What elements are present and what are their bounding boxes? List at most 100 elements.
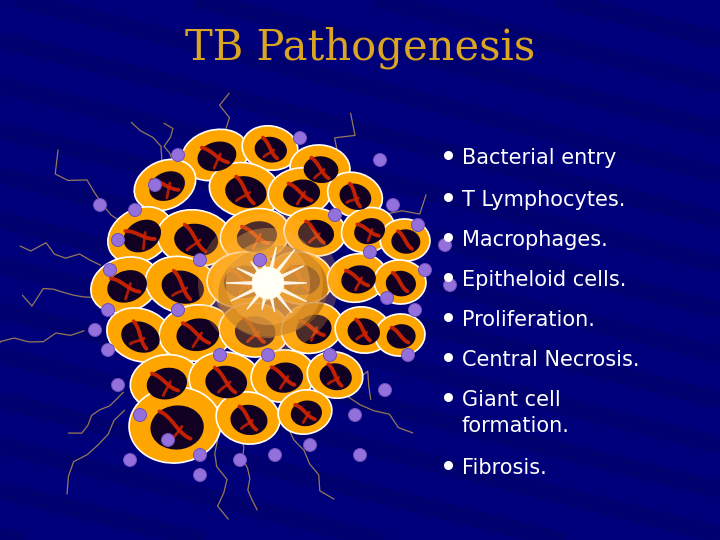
Ellipse shape	[181, 129, 248, 181]
Circle shape	[226, 241, 310, 325]
Polygon shape	[237, 268, 258, 279]
Ellipse shape	[237, 221, 277, 252]
Circle shape	[194, 469, 207, 482]
Ellipse shape	[340, 184, 372, 210]
Ellipse shape	[147, 368, 187, 400]
Ellipse shape	[284, 208, 346, 256]
Circle shape	[438, 239, 451, 252]
Ellipse shape	[268, 168, 332, 216]
Text: Bacterial entry: Bacterial entry	[462, 148, 616, 168]
Ellipse shape	[134, 159, 196, 211]
Circle shape	[214, 348, 227, 361]
Ellipse shape	[130, 355, 199, 409]
Text: Epitheloid cells.: Epitheloid cells.	[462, 270, 626, 290]
Ellipse shape	[380, 219, 430, 261]
Ellipse shape	[157, 210, 233, 266]
Ellipse shape	[296, 315, 331, 344]
Circle shape	[402, 348, 415, 361]
Ellipse shape	[176, 319, 219, 351]
Circle shape	[104, 264, 117, 276]
Ellipse shape	[121, 321, 160, 353]
Text: Giant cell
formation.: Giant cell formation.	[462, 390, 570, 436]
Ellipse shape	[290, 145, 350, 191]
Ellipse shape	[216, 392, 280, 444]
Circle shape	[364, 246, 377, 259]
Text: TB Pathogenesis: TB Pathogenesis	[185, 27, 535, 69]
Ellipse shape	[149, 171, 185, 201]
Circle shape	[94, 199, 107, 212]
Circle shape	[194, 449, 207, 462]
Circle shape	[269, 449, 282, 462]
Circle shape	[171, 148, 184, 161]
Circle shape	[418, 264, 431, 276]
Polygon shape	[269, 294, 274, 312]
Ellipse shape	[335, 307, 391, 353]
Polygon shape	[262, 294, 266, 309]
Circle shape	[161, 434, 174, 447]
Polygon shape	[261, 255, 266, 272]
Ellipse shape	[197, 141, 236, 171]
Polygon shape	[274, 249, 294, 274]
Circle shape	[89, 323, 102, 336]
Ellipse shape	[298, 220, 334, 248]
Ellipse shape	[255, 137, 287, 163]
Circle shape	[124, 454, 137, 467]
Circle shape	[387, 199, 400, 212]
Circle shape	[304, 438, 317, 451]
Circle shape	[252, 267, 284, 299]
Circle shape	[354, 449, 366, 462]
Circle shape	[112, 379, 125, 392]
Polygon shape	[278, 287, 307, 302]
Polygon shape	[226, 281, 256, 285]
Ellipse shape	[124, 220, 161, 252]
Polygon shape	[230, 287, 258, 301]
Circle shape	[253, 253, 266, 267]
Ellipse shape	[375, 314, 425, 356]
Ellipse shape	[291, 401, 322, 426]
Ellipse shape	[387, 324, 415, 349]
Ellipse shape	[307, 352, 363, 398]
Text: Macrophages.: Macrophages.	[462, 230, 608, 250]
Circle shape	[261, 348, 274, 361]
Ellipse shape	[205, 366, 247, 399]
Ellipse shape	[304, 156, 338, 183]
Circle shape	[198, 213, 338, 353]
Ellipse shape	[159, 305, 233, 361]
Ellipse shape	[224, 266, 266, 298]
Ellipse shape	[218, 246, 328, 336]
Circle shape	[444, 279, 456, 292]
Ellipse shape	[219, 303, 289, 357]
Ellipse shape	[267, 252, 333, 304]
Ellipse shape	[283, 179, 320, 207]
Circle shape	[133, 408, 146, 422]
Circle shape	[148, 179, 161, 192]
Polygon shape	[247, 292, 261, 309]
Text: Central Necrosis.: Central Necrosis.	[462, 350, 639, 370]
Ellipse shape	[210, 163, 281, 218]
Circle shape	[213, 228, 323, 338]
Ellipse shape	[107, 270, 147, 302]
Ellipse shape	[327, 254, 387, 302]
Ellipse shape	[145, 256, 218, 314]
Ellipse shape	[189, 352, 261, 408]
Ellipse shape	[341, 265, 376, 294]
Circle shape	[412, 219, 425, 232]
Ellipse shape	[348, 318, 380, 345]
Circle shape	[348, 408, 361, 422]
Ellipse shape	[161, 271, 204, 304]
Ellipse shape	[107, 308, 174, 362]
Ellipse shape	[374, 260, 426, 304]
Circle shape	[408, 303, 421, 316]
Polygon shape	[280, 281, 307, 285]
Polygon shape	[251, 261, 261, 274]
Ellipse shape	[91, 257, 159, 313]
Circle shape	[379, 383, 392, 396]
Circle shape	[328, 208, 341, 221]
Ellipse shape	[230, 405, 267, 435]
Ellipse shape	[266, 362, 303, 393]
Ellipse shape	[282, 302, 343, 354]
Circle shape	[374, 153, 387, 166]
Circle shape	[233, 454, 246, 467]
Ellipse shape	[251, 350, 315, 402]
Ellipse shape	[282, 265, 320, 295]
